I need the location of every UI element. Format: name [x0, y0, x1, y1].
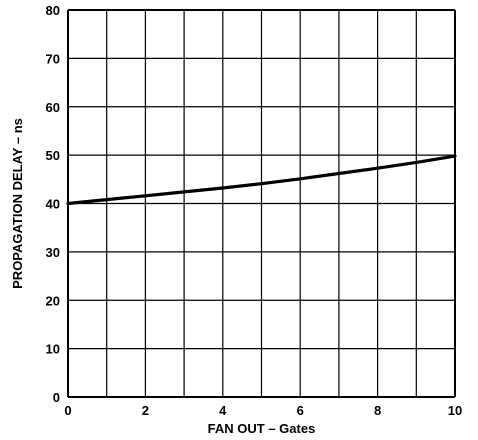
- tick-labels: 0 2 4 6 8 10 0 10 20 30 40 50 60 70 80: [46, 3, 463, 418]
- x-tick-label: 2: [142, 403, 149, 418]
- x-tick-label: 0: [64, 403, 71, 418]
- x-tick-label: 4: [219, 403, 227, 418]
- y-tick-label: 40: [46, 197, 60, 212]
- y-tick-label: 20: [46, 293, 60, 308]
- y-axis-title: PROPAGATION DELAY – ns: [10, 118, 25, 289]
- grid-layer: [67, 9, 456, 398]
- y-tick-label: 50: [46, 148, 60, 163]
- x-tick-label: 8: [374, 403, 381, 418]
- x-tick-label: 6: [297, 403, 304, 418]
- y-tick-label: 10: [46, 342, 60, 357]
- y-tick-label: 0: [53, 390, 60, 405]
- y-tick-label: 60: [46, 100, 60, 115]
- series-line: [66, 154, 457, 206]
- y-tick-label: 80: [46, 3, 60, 18]
- y-tick-label: 70: [46, 51, 60, 66]
- y-tick-label: 30: [46, 245, 60, 260]
- x-tick-label: 10: [448, 403, 462, 418]
- series-layer: [66, 154, 457, 206]
- x-axis-title: FAN OUT – Gates: [208, 421, 316, 436]
